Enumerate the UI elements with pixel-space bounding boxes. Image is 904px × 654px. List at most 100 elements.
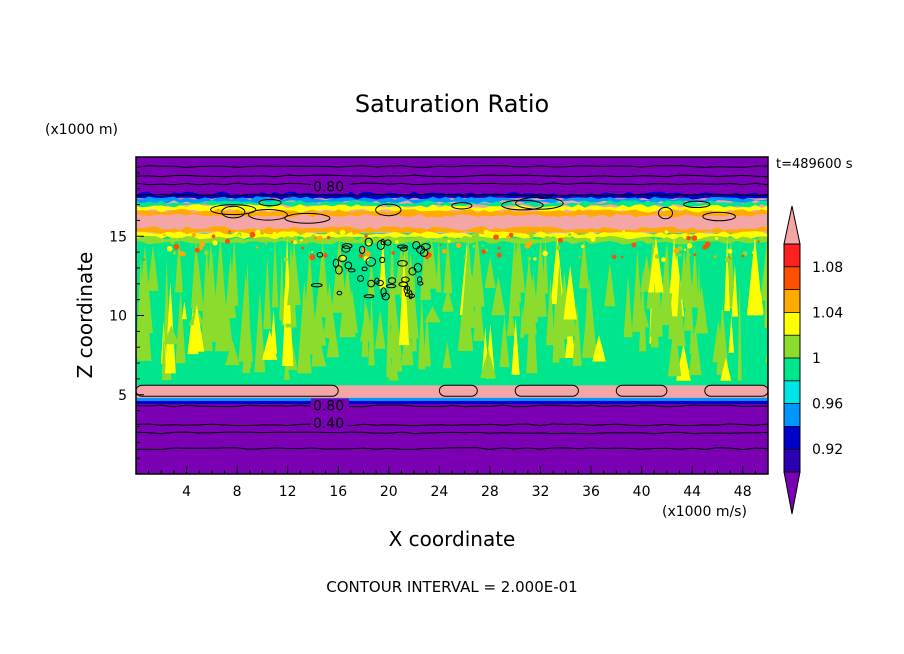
contour-labels: 0.80 0.80 0.40 — [310, 179, 349, 432]
field-streak — [368, 291, 375, 366]
field-speckle — [291, 240, 294, 244]
contour-cluster — [379, 256, 386, 264]
field-speckle — [485, 248, 488, 252]
contour-lines — [136, 165, 768, 451]
field-streak — [499, 315, 510, 368]
field-streak — [572, 302, 582, 366]
contour-cluster — [376, 279, 384, 287]
field-speckle — [533, 257, 537, 261]
field-streak — [443, 236, 453, 294]
field-streak — [203, 241, 219, 335]
field-streak — [582, 278, 597, 358]
field-speckle — [686, 235, 691, 241]
colorbar-label: 0.96 — [812, 397, 843, 413]
field-speckle — [272, 231, 277, 236]
saturation-field — [136, 157, 768, 474]
contour-cluster — [397, 244, 408, 249]
field-speckle — [621, 255, 624, 259]
contour-cluster — [365, 257, 377, 267]
field-streak — [669, 236, 679, 294]
field-speckle — [527, 256, 532, 261]
transition-band-2 — [136, 200, 768, 209]
y-tick-label: 10 — [109, 309, 127, 325]
contour-cluster — [385, 284, 397, 289]
colorbar-segment — [784, 449, 800, 472]
contour-closed — [258, 198, 282, 207]
field-speckle — [526, 231, 530, 235]
field-speckle — [170, 239, 175, 245]
field-speckle — [578, 256, 581, 259]
field-streak — [648, 236, 664, 293]
field-speckle — [741, 254, 745, 258]
contour-cluster — [380, 287, 387, 297]
x-tick-label: 28 — [481, 484, 499, 500]
field-speckle — [249, 231, 256, 238]
field-speckle — [661, 257, 666, 262]
field-speckle — [323, 253, 328, 258]
transition-band-6 — [136, 231, 768, 240]
contour-cluster — [387, 277, 397, 285]
colorbar-high-arrow — [783, 205, 801, 245]
field-streak — [546, 277, 555, 346]
field-speckle — [441, 248, 447, 254]
field-streak — [436, 236, 442, 293]
field-speckle — [497, 246, 501, 250]
field-speckle — [481, 249, 487, 255]
contour-cluster — [332, 258, 340, 268]
transition-band-1 — [136, 196, 768, 205]
field-speckle — [301, 246, 304, 250]
y-axis-ticks: 5 10 15 — [109, 172, 144, 459]
field-speckle — [691, 235, 698, 241]
field-speckle — [264, 242, 268, 245]
field-streak — [592, 335, 606, 362]
field-streak — [542, 236, 549, 294]
field-streak — [424, 306, 441, 323]
contour-line-7 — [136, 447, 768, 451]
field-streak — [720, 357, 732, 381]
field-speckle — [727, 248, 733, 254]
field-speckle — [364, 234, 368, 238]
field-streak — [520, 304, 525, 338]
field-streak — [263, 255, 272, 330]
contour-cluster — [413, 263, 423, 273]
y-tick-label: 15 — [109, 229, 127, 245]
field-speckle — [555, 245, 561, 251]
field-speckle — [542, 250, 548, 257]
field-streak — [411, 253, 417, 352]
lower-band-0 — [136, 397, 768, 401]
field-speckle — [568, 233, 572, 237]
field-speckle — [340, 255, 346, 261]
contour-cluster — [417, 276, 423, 283]
field-streak — [461, 236, 476, 328]
field-streak — [760, 236, 768, 301]
field-speckle — [178, 250, 185, 256]
field-streak — [214, 285, 231, 352]
x-tick-label: 36 — [582, 484, 600, 500]
field-speckle — [191, 232, 197, 237]
field-streak — [442, 341, 452, 369]
y-axis-label: Z coordinate — [73, 252, 97, 379]
field-layer-1 — [136, 385, 768, 398]
field-speckle — [677, 245, 683, 251]
field-streak — [175, 236, 183, 293]
contour-cluster — [341, 243, 353, 249]
contour-cluster — [347, 268, 356, 273]
colorbar: 1.08 1.04 1 0.96 0.92 — [783, 205, 843, 515]
field-speckle — [439, 244, 442, 246]
field-streak — [390, 328, 403, 372]
x-tick-label: 20 — [380, 484, 398, 500]
field-speckle — [542, 249, 545, 252]
field-streak — [683, 260, 692, 308]
y-tick-label: 5 — [118, 388, 127, 404]
field-speckle — [364, 251, 371, 257]
field-speckle — [738, 233, 742, 237]
field-speckle — [293, 235, 298, 241]
field-speckle — [255, 246, 259, 249]
contour-closed — [221, 205, 246, 219]
x-unit-label: (x1000 m/s) — [662, 504, 747, 520]
colorbar-low-arrow — [783, 471, 801, 515]
field-streak — [689, 312, 695, 354]
field-streak — [650, 281, 659, 348]
field-speckle — [311, 250, 314, 254]
contour-line-4 — [136, 404, 768, 408]
